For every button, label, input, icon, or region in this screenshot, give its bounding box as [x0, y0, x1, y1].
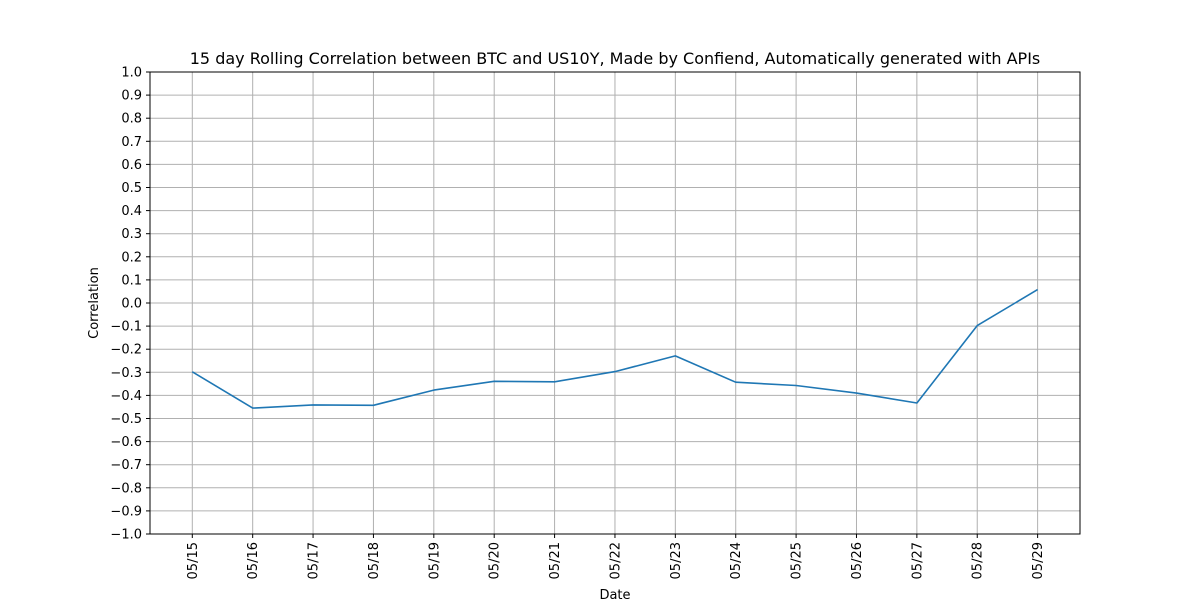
y-tick-label: 0.5	[121, 181, 142, 196]
y-tick-label: 0.2	[121, 250, 142, 265]
y-tick-label: −1.0	[110, 528, 142, 543]
data-point	[191, 370, 194, 373]
y-tick-label: −0.8	[110, 481, 142, 496]
y-tick-label: 0.4	[121, 204, 142, 219]
y-tick-label: 0.7	[121, 135, 142, 150]
x-tick-label: 05/28	[971, 542, 986, 579]
y-tick-label: −0.9	[110, 504, 142, 519]
axis-ticks: −1.0 −0.9 −0.8 −0.7 −0.6 −0.5 −0.4 −0.3 −0.2 −0.1…	[110, 66, 1046, 580]
data-point	[553, 380, 556, 383]
y-tick-label: 0.0	[121, 297, 142, 312]
data-point	[613, 370, 616, 373]
x-tick-label: 05/18	[367, 542, 382, 579]
grid-lines	[150, 71, 1080, 535]
y-tick-label: −0.1	[110, 320, 142, 335]
data-point	[915, 402, 918, 405]
y-tick-label: −0.6	[110, 435, 142, 450]
data-point	[1036, 288, 1039, 291]
data-point	[734, 381, 737, 384]
x-tick-label: 05/19	[427, 542, 442, 579]
data-point	[493, 380, 496, 383]
x-tick-label: 05/15	[186, 542, 201, 579]
y-tick-label: 0.8	[121, 112, 142, 127]
data-point	[795, 384, 798, 387]
x-tick-label: 05/23	[669, 542, 684, 579]
chart-title: 15 day Rolling Correlation between BTC a…	[190, 49, 1041, 68]
x-tick-label: 05/27	[910, 542, 925, 579]
data-point	[976, 324, 979, 327]
x-tick-label: 05/17	[307, 542, 322, 579]
data-point	[432, 389, 435, 392]
y-tick-label: −0.5	[110, 412, 142, 427]
y-tick-label: 1.0	[121, 66, 142, 81]
data-point	[372, 404, 375, 407]
series-layer	[191, 288, 1039, 410]
x-tick-label: 05/20	[488, 542, 503, 579]
x-tick-label: 05/16	[246, 542, 261, 579]
y-tick-label: −0.3	[110, 366, 142, 381]
y-tick-label: −0.2	[110, 343, 142, 358]
y-tick-label: 0.3	[121, 227, 142, 242]
x-tick-label: 05/24	[729, 542, 744, 579]
y-tick-label: 0.9	[121, 89, 142, 104]
data-point	[312, 403, 315, 406]
y-axis-label: Correlation	[87, 267, 102, 339]
plot-frame	[149, 71, 1081, 535]
data-point	[674, 354, 677, 357]
x-tick-label: 05/29	[1031, 542, 1046, 579]
x-tick-label: 05/25	[790, 542, 805, 579]
y-tick-label: 0.6	[121, 158, 142, 173]
data-point	[855, 392, 858, 395]
y-tick-label: 0.1	[121, 273, 142, 288]
y-tick-label: −0.4	[110, 389, 142, 404]
x-tick-label: 05/26	[850, 542, 865, 579]
series-line-0	[191, 288, 1039, 409]
x-axis-label: Date	[599, 588, 630, 600]
x-tick-label: 05/21	[548, 542, 563, 579]
x-tick-label: 05/22	[608, 542, 623, 579]
y-tick-label: −0.7	[110, 458, 142, 473]
data-point	[251, 407, 254, 410]
